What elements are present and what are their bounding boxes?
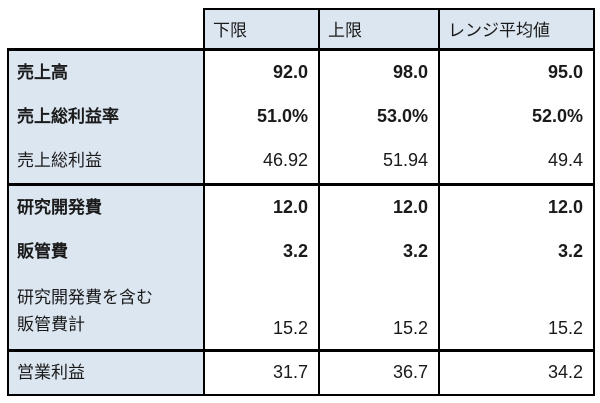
header-row: 下限 上限 レンジ平均値: [8, 9, 595, 51]
value-cell: 15.2: [318, 274, 440, 352]
value-cell: 15.2: [438, 274, 595, 352]
value-cell: 31.7: [203, 350, 320, 395]
value-cell: 92.0: [203, 49, 320, 94]
row-label: 売上高: [7, 49, 205, 94]
column-header-upper: 上限: [318, 9, 440, 51]
row-label: 販管費: [7, 229, 205, 274]
column-header-lower: 下限: [203, 9, 320, 51]
table-row-rnd-expenses: 研究開発費 12.0 12.0 12.0: [7, 184, 595, 229]
value-cell: 36.7: [318, 350, 440, 395]
table-row-revenue: 売上高 92.0 98.0 95.0: [7, 49, 595, 94]
value-cell: 52.0%: [438, 94, 595, 139]
value-cell: 51.0%: [203, 94, 320, 139]
value-cell: 34.2: [438, 350, 595, 395]
value-cell: 49.4: [438, 139, 595, 186]
value-cell: 12.0: [318, 184, 440, 229]
value-cell: 12.0: [438, 184, 595, 229]
corner-cell: [8, 9, 205, 51]
value-cell: 46.92: [203, 139, 320, 186]
value-cell: 3.2: [318, 229, 440, 274]
table-row-gross-profit: 売上総利益 46.92 51.94 49.4: [7, 139, 595, 186]
value-cell: 53.0%: [318, 94, 440, 139]
value-cell: 95.0: [438, 49, 595, 94]
table-row-operating-profit: 営業利益 31.7 36.7 34.2: [7, 350, 595, 395]
row-label: 研究開発費を含む 販管費計: [7, 274, 205, 352]
value-cell: 51.94: [318, 139, 440, 186]
value-cell: 98.0: [318, 49, 440, 94]
table-row-sga: 販管費 3.2 3.2 3.2: [7, 229, 595, 274]
value-cell: 3.2: [438, 229, 595, 274]
value-cell: 3.2: [203, 229, 320, 274]
financial-range-table: 下限 上限 レンジ平均値 売上高 92.0 98.0 95.0 売上総利益率 5…: [7, 8, 595, 396]
row-label: 売上総利益率: [7, 94, 205, 139]
table-row-sga-total-incl-rnd: 研究開発費を含む 販管費計 15.2 15.2 15.2: [7, 274, 595, 352]
value-cell: 15.2: [203, 274, 320, 352]
value-cell: 12.0: [203, 184, 320, 229]
column-header-range-average: レンジ平均値: [438, 9, 595, 51]
row-label: 研究開発費: [7, 184, 205, 229]
table-row-gross-margin-rate: 売上総利益率 51.0% 53.0% 52.0%: [7, 94, 595, 139]
row-label: 売上総利益: [7, 139, 205, 186]
row-label: 営業利益: [7, 350, 205, 395]
